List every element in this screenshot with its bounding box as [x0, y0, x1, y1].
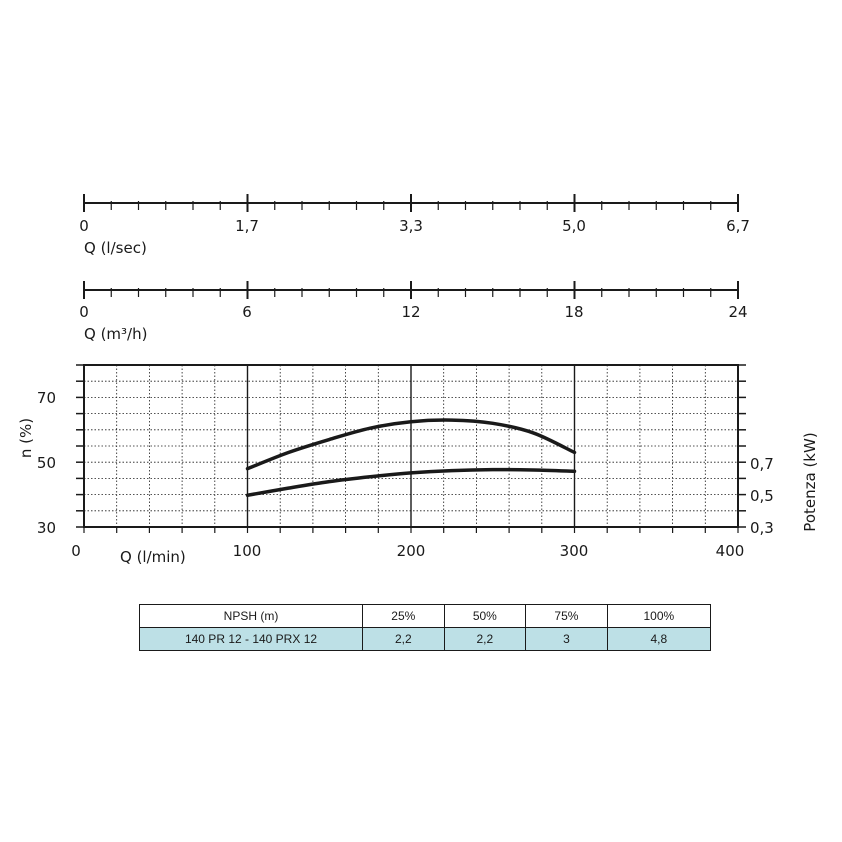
npsh-header-row: NPSH (m) 25% 50% 75% 100%: [139, 604, 712, 628]
plot-area: [76, 364, 746, 533]
x-tick-300: 300: [560, 542, 589, 560]
npsh-model-row: 140 PR 12 - 140 PRX 12 2,2 2,2 3 4,8: [139, 627, 712, 651]
x-axis-title: Q (l/min): [120, 548, 186, 566]
y-left-tick-50: 50: [37, 454, 56, 472]
npsh-value-100: 4,8: [606, 627, 712, 651]
top-axis-m3h-tick-2: 12: [401, 303, 420, 321]
npsh-header-label: NPSH (m): [139, 604, 363, 628]
x-tick-0: 0: [71, 542, 81, 560]
top-axis-lsec-title: Q (l/sec): [84, 239, 147, 257]
power-curve: [245, 467, 577, 497]
y-left-title: n (%): [17, 418, 35, 458]
top-axis-m3h-tick-0: 0: [79, 303, 89, 321]
top-axis-lsec-tick-1: 1,7: [235, 217, 259, 235]
npsh-header-100: 100%: [606, 604, 712, 628]
top-axis-m3h-title: Q (m³/h): [84, 325, 147, 343]
top-axis-lsec-tick-2: 3,3: [399, 217, 423, 235]
npsh-value-75: 3: [525, 627, 608, 651]
npsh-header-75: 75%: [525, 604, 608, 628]
y-right-title: Potenza (kW): [801, 432, 819, 531]
top-axis-m3h-tick-3: 18: [564, 303, 583, 321]
top-axis-lsec-tick-0: 0: [79, 217, 89, 235]
x-tick-100: 100: [233, 542, 262, 560]
efficiency-curve: [245, 418, 577, 471]
top-axis-m3h-tick-4: 24: [728, 303, 747, 321]
x-tick-200: 200: [397, 542, 426, 560]
y-right-tick-0-5: 0,5: [750, 487, 774, 505]
top-axis-m3h-tick-1: 6: [242, 303, 252, 321]
npsh-model-name: 140 PR 12 - 140 PRX 12: [139, 627, 363, 651]
npsh-header-50: 50%: [443, 604, 527, 628]
npsh-value-50: 2,2: [443, 627, 527, 651]
performance-chart: 0 1,7 3,3 5,0 6,7 Q (l/sec) 0 6 12 18 24…: [17, 194, 819, 566]
top-axis-m3h: 0 6 12 18 24 Q (m³/h): [79, 281, 748, 343]
npsh-table: NPSH (m) 25% 50% 75% 100% 140 PR 12 - 14…: [139, 604, 712, 651]
y-left-tick-30: 30: [37, 519, 56, 537]
npsh-value-25: 2,2: [362, 627, 445, 651]
x-tick-400: 400: [716, 542, 745, 560]
npsh-header-25: 25%: [362, 604, 445, 628]
y-right-tick-0-7: 0,7: [750, 455, 774, 473]
y-right-tick-0-3: 0,3: [750, 519, 774, 537]
top-axis-lsec-tick-4: 6,7: [726, 217, 750, 235]
top-axis-lsec: 0 1,7 3,3 5,0 6,7 Q (l/sec): [79, 194, 750, 257]
y-left-tick-70: 70: [37, 389, 56, 407]
top-axis-lsec-tick-3: 5,0: [562, 217, 586, 235]
